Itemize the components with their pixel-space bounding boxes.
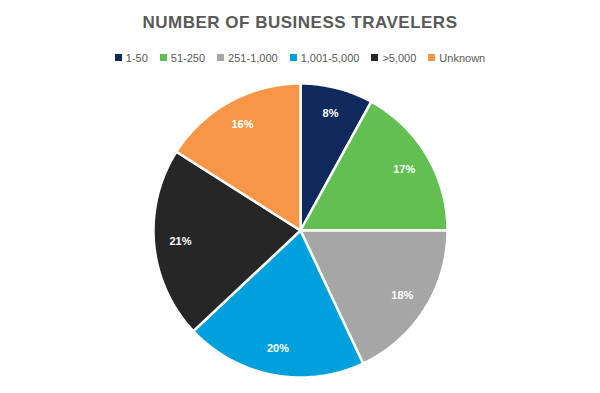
html-text:>5,000: >5,000	[382, 51, 417, 64]
svg-text:18%: 18%	[391, 289, 413, 301]
svg-text:20%: 20%	[267, 342, 289, 354]
html-text:1,001-5,000: 1,001-5,000	[300, 51, 360, 64]
html-text:251-1,000: 251-1,000	[228, 51, 278, 64]
svg-text:8%: 8%	[323, 107, 339, 119]
svg-text:17%: 17%	[393, 163, 415, 175]
svg-text:21%: 21%	[169, 235, 191, 247]
html-text:1-50: 1-50	[125, 51, 148, 64]
html-text:NUMBER OF BUSINESS TRAVELERS: NUMBER OF BUSINESS TRAVELERS	[142, 13, 458, 32]
html-text:Unknown: Unknown	[439, 51, 486, 64]
html-text:51-250: 51-250	[170, 51, 206, 64]
svg-text:16%: 16%	[231, 118, 253, 130]
